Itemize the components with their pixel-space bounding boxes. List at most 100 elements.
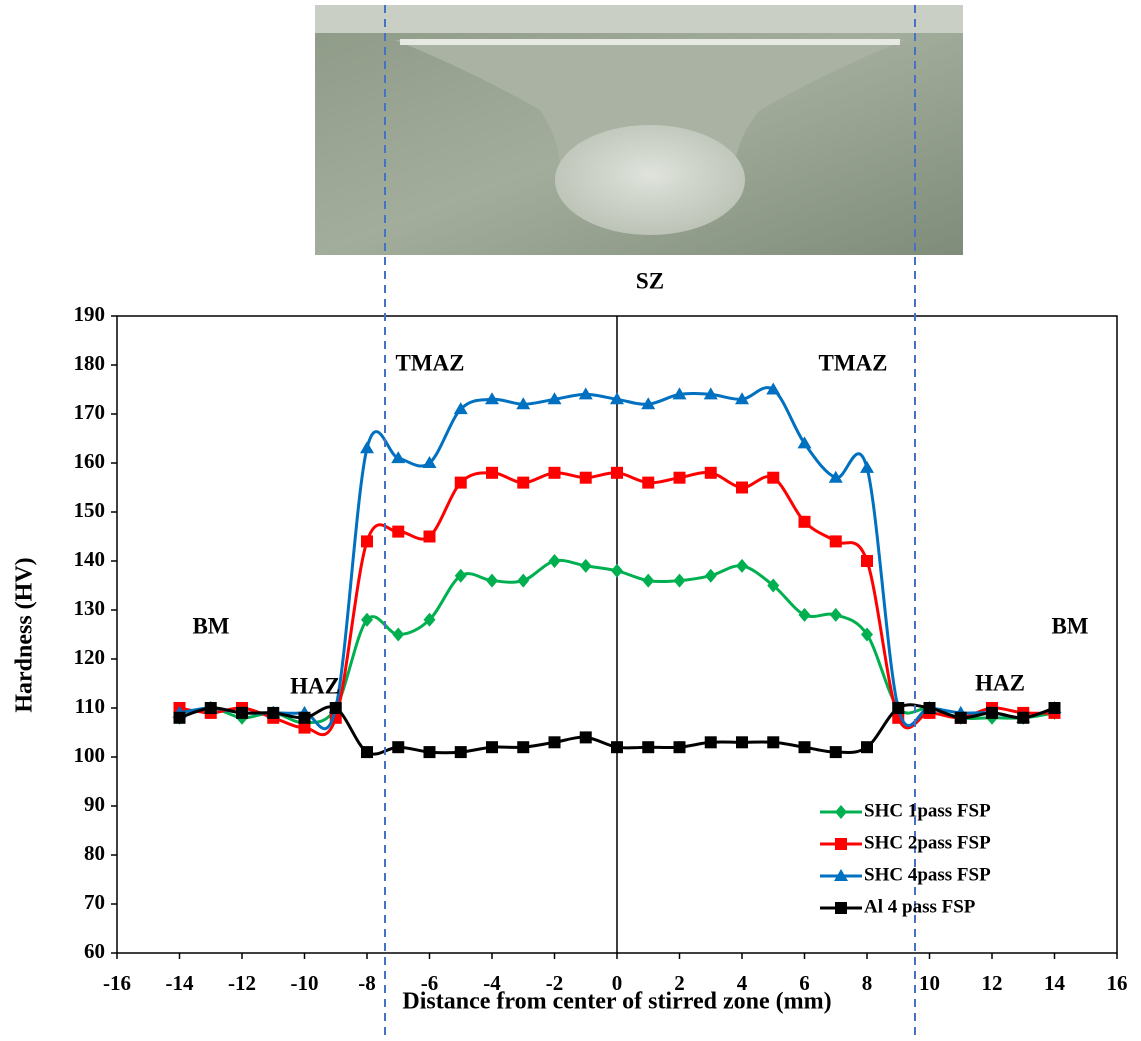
marker xyxy=(548,554,561,568)
marker xyxy=(329,702,342,714)
x-tick-label: 2 xyxy=(674,971,685,995)
x-tick-label: 8 xyxy=(862,971,873,995)
marker xyxy=(453,402,468,415)
y-tick-label: 130 xyxy=(74,596,106,620)
x-tick-label: -6 xyxy=(421,971,439,995)
marker xyxy=(611,741,623,754)
marker xyxy=(486,466,498,479)
marker xyxy=(516,397,531,410)
marker xyxy=(767,578,780,593)
y-tick-label: 90 xyxy=(84,792,105,816)
marker xyxy=(423,746,436,759)
x-tick-label: -4 xyxy=(483,971,501,995)
y-tick-label: 140 xyxy=(74,547,106,571)
x-tick-label: -14 xyxy=(166,971,194,995)
marker xyxy=(517,573,530,588)
zone-label: TMAZ xyxy=(819,350,888,375)
marker xyxy=(267,706,280,719)
marker xyxy=(611,466,623,479)
marker xyxy=(703,387,718,400)
x-tick-label: 10 xyxy=(919,971,940,995)
marker xyxy=(861,741,873,754)
marker xyxy=(361,535,373,548)
x-tick-label: 16 xyxy=(1107,971,1128,995)
x-tick-label: -12 xyxy=(228,971,256,995)
marker xyxy=(579,558,592,573)
marker xyxy=(423,612,436,627)
x-tick-label: 12 xyxy=(982,971,1003,995)
y-tick-label: 110 xyxy=(75,694,105,718)
marker xyxy=(829,746,842,759)
marker xyxy=(547,392,562,405)
marker xyxy=(642,476,655,489)
marker xyxy=(861,555,873,567)
marker xyxy=(423,530,436,543)
marker xyxy=(736,481,748,494)
y-tick-label: 60 xyxy=(84,939,105,963)
marker xyxy=(391,451,406,464)
y-tick-label: 170 xyxy=(74,400,106,424)
marker xyxy=(704,736,717,749)
marker xyxy=(392,525,405,538)
marker xyxy=(673,741,686,754)
marker xyxy=(923,702,936,714)
marker xyxy=(578,387,593,400)
x-axis-label: Distance from center of stirred zone (mm… xyxy=(402,989,831,1015)
marker xyxy=(361,612,373,627)
marker xyxy=(548,466,561,479)
marker xyxy=(736,558,748,573)
marker xyxy=(766,382,781,395)
marker xyxy=(298,711,311,724)
x-tick-label: -2 xyxy=(546,971,564,995)
marker xyxy=(892,702,905,714)
zone-label: BM xyxy=(192,613,229,638)
marker xyxy=(672,387,687,400)
y-tick-label: 70 xyxy=(84,890,105,914)
x-tick-label: -16 xyxy=(103,971,131,995)
marker xyxy=(986,706,998,719)
marker xyxy=(454,746,467,759)
x-tick-label: -8 xyxy=(358,971,376,995)
zone-label: HAZ xyxy=(975,670,1025,695)
marker xyxy=(673,573,686,588)
marker xyxy=(454,476,467,489)
marker xyxy=(579,731,592,744)
zone-label: BM xyxy=(1051,613,1088,638)
legend-label: SHC 4pass FSP xyxy=(864,864,991,885)
marker xyxy=(236,706,248,719)
marker xyxy=(392,627,405,642)
marker xyxy=(298,721,311,734)
marker xyxy=(860,460,874,473)
marker xyxy=(1048,702,1061,714)
y-tick-label: 100 xyxy=(74,743,106,767)
marker xyxy=(173,711,186,724)
marker xyxy=(641,397,656,410)
marker xyxy=(767,736,780,749)
marker xyxy=(517,476,530,489)
legend-label: SHC 2pass FSP xyxy=(864,832,991,853)
marker xyxy=(486,741,498,754)
marker xyxy=(829,535,842,548)
marker xyxy=(798,515,811,528)
x-tick-label: 4 xyxy=(737,971,748,995)
marker xyxy=(642,573,655,588)
zone-label: SZ xyxy=(636,268,664,293)
marker xyxy=(360,441,374,454)
x-tick-label: 0 xyxy=(612,971,623,995)
y-tick-label: 80 xyxy=(84,841,105,865)
marker xyxy=(548,736,561,749)
x-tick-label: 6 xyxy=(799,971,810,995)
marker xyxy=(517,741,530,754)
marker xyxy=(361,746,373,759)
y-tick-label: 190 xyxy=(74,302,106,326)
x-tick-label: -10 xyxy=(291,971,319,995)
y-tick-label: 150 xyxy=(74,498,106,522)
marker xyxy=(392,741,405,754)
marker xyxy=(798,607,811,622)
marker xyxy=(736,736,748,749)
marker xyxy=(797,436,812,449)
y-tick-label: 160 xyxy=(74,449,106,473)
y-tick-label: 120 xyxy=(74,645,106,669)
marker xyxy=(704,466,717,479)
